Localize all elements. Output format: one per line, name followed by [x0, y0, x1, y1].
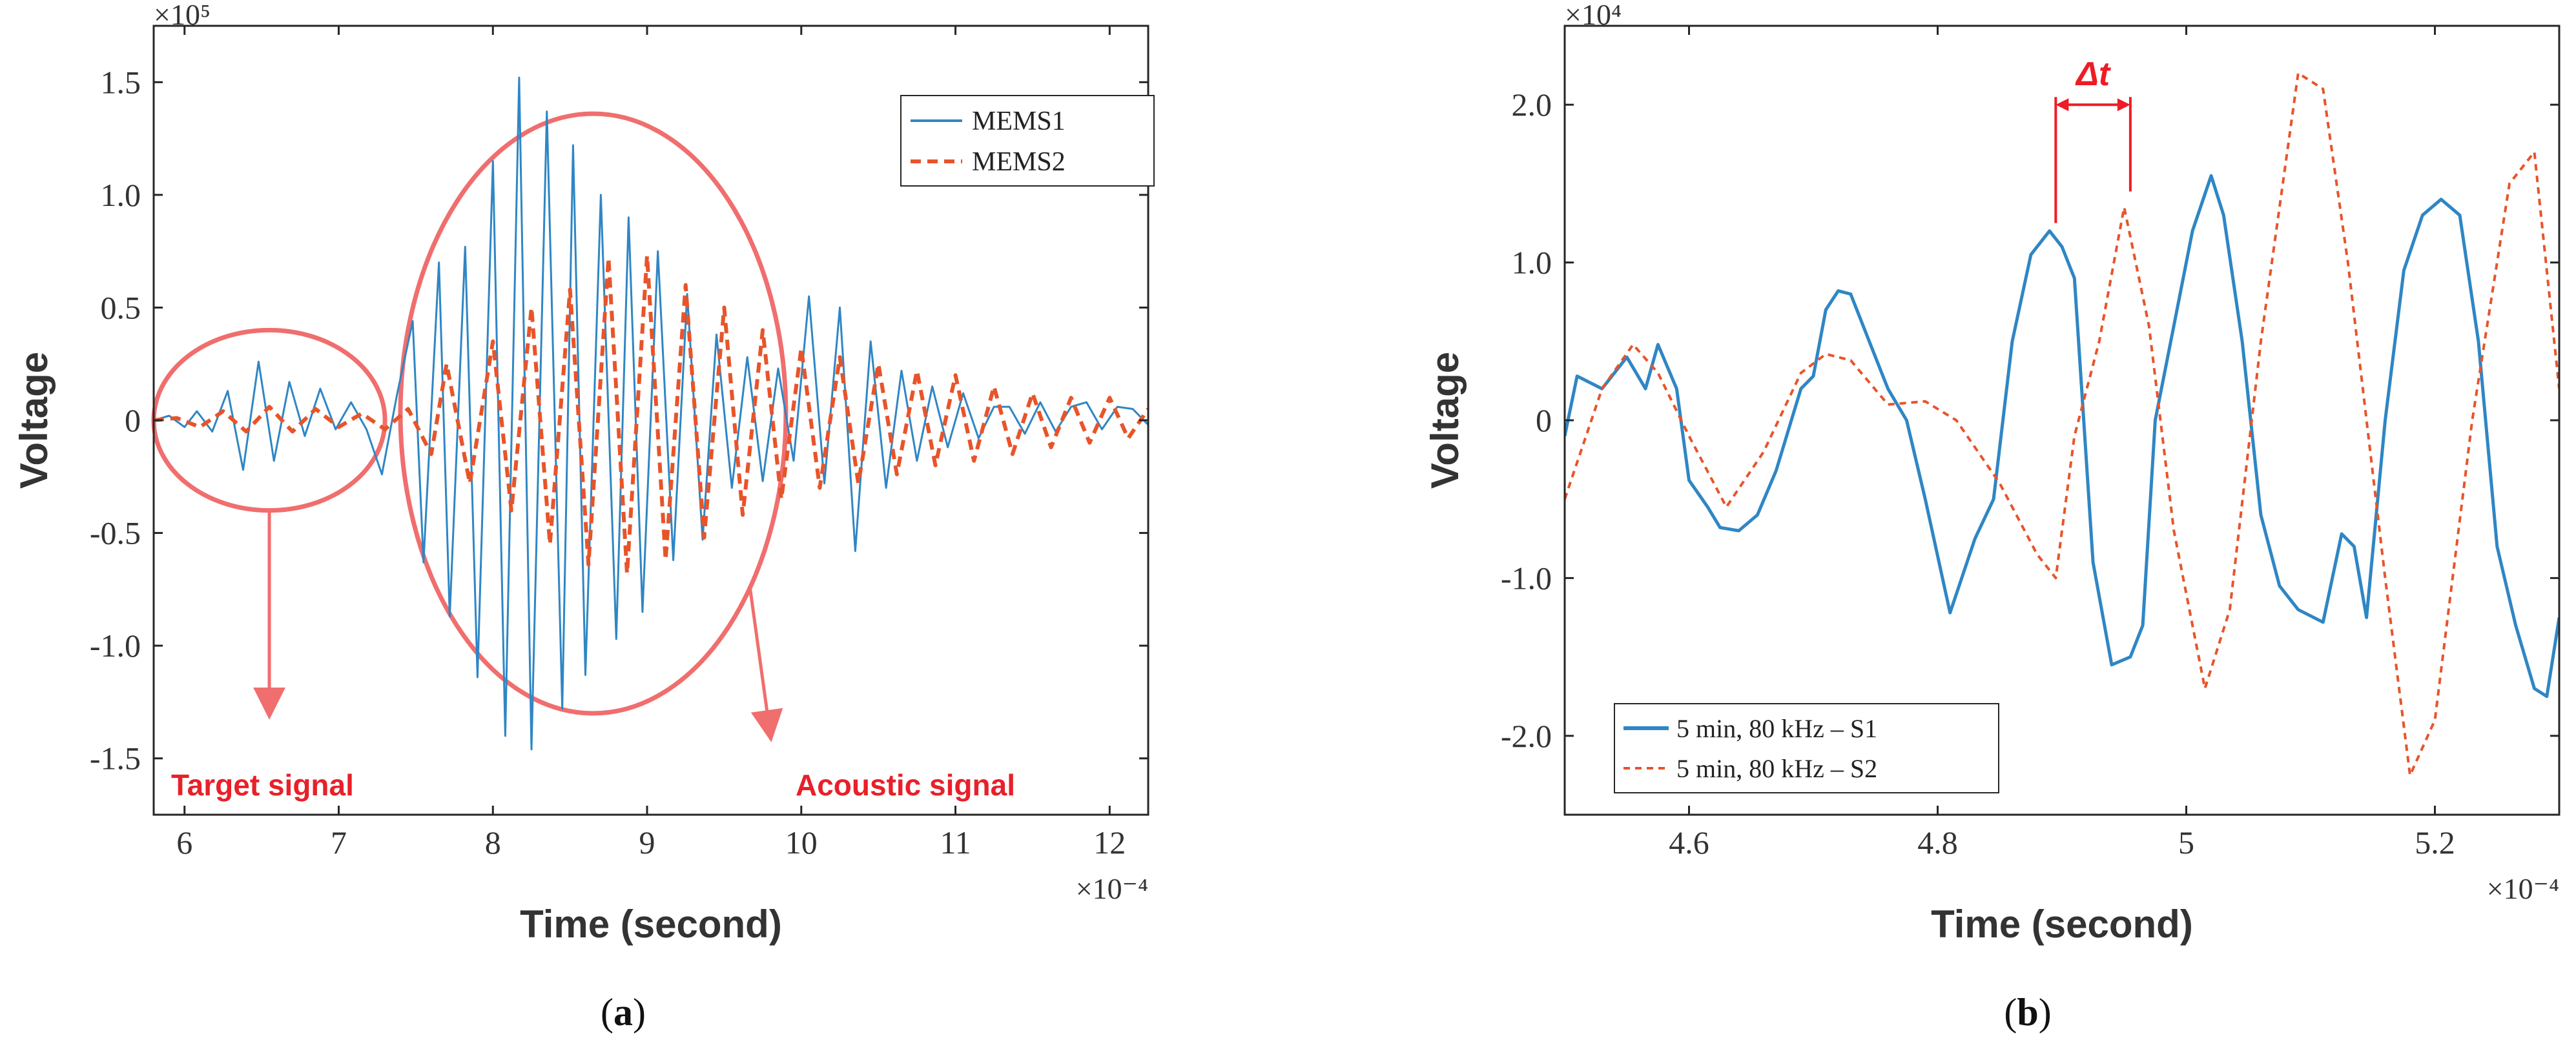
series-line-b-2	[1565, 72, 2559, 777]
legend-label-s1: 5 min, 80 kHz – S1	[1676, 714, 1877, 743]
chart-a: 6 7 8 9 10 11 12 -1.5 -1.0 -0.5 0 0.5 1.0 1.5 ×10⁵ ×1…	[12, 0, 1155, 1034]
legend-a: MEMS1 MEMS2	[900, 95, 1155, 187]
x-tick-label-b: 5.2	[2415, 824, 2455, 861]
x-tick-label-b: 4.8	[1917, 824, 1958, 861]
legend-label-mems2: MEMS2	[972, 147, 1066, 177]
series-line-b-1	[1565, 174, 2559, 699]
y-axis-label-b: Voltage	[1423, 352, 1467, 489]
y-tick-label-a: -1.5	[90, 740, 141, 777]
ticks-a: 6 7 8 9 10 11 12 -1.5 -1.0 -0.5 0 0.5 1.0 1.5	[90, 26, 1148, 861]
y-tick-label-b: 2.0	[1512, 87, 1552, 123]
x-tick-label-a: 9	[639, 824, 655, 861]
y-tick-label-a: -1.0	[90, 628, 141, 664]
x-tick-label-b: 4.6	[1669, 824, 1709, 861]
x-tick-label-a: 8	[485, 824, 501, 861]
y-tick-label-b: -1.0	[1501, 560, 1552, 596]
y-tick-label-b: 1.0	[1512, 245, 1552, 281]
x-multiplier-b: ×10⁻⁴	[2487, 872, 2559, 905]
annotation-arrow-2	[748, 587, 783, 742]
annotation-acoustic-signal: Acoustic signal	[796, 768, 1015, 802]
y-axis-label-a: Voltage	[12, 352, 56, 489]
x-axis-label-a: Time (second)	[520, 903, 782, 946]
y-tick-label-b: -2.0	[1501, 718, 1552, 754]
x-axis-label-b: Time (second)	[1931, 903, 2193, 946]
series-group-a	[154, 76, 1148, 751]
y-tick-label-a: -0.5	[90, 515, 141, 551]
y-tick-label-a: 0.5	[101, 289, 141, 325]
annotation-target-signal: Target signal	[171, 768, 354, 802]
y-tick-label-a: 1.0	[101, 177, 141, 213]
chart-b: 4.6 4.8 5 5.2 -2.0 -1.0 0 1.0 2.0 ×10⁴ ×10⁻⁴ Tim…	[1423, 0, 2561, 1034]
panel-label-a: (a)	[601, 991, 646, 1034]
delta-t-label: Δt	[2075, 56, 2112, 93]
ticks-b: 4.6 4.8 5 5.2 -2.0 -1.0 0 1.0 2.0	[1501, 26, 2559, 861]
x-tick-label-a: 12	[1093, 824, 1126, 861]
x-tick-label-a: 10	[785, 824, 818, 861]
legend-label-s2: 5 min, 80 kHz – S2	[1676, 754, 1877, 783]
annotation-ellipse-1	[151, 327, 387, 513]
x-tick-label-a: 7	[331, 824, 347, 861]
y-tick-label-a: 0	[125, 402, 141, 438]
y-multiplier-a: ×10⁵	[154, 0, 211, 31]
series-line-a-2	[154, 254, 1148, 576]
y-tick-label-b: 0	[1536, 402, 1552, 438]
legend-b: 5 min, 80 kHz – S1 5 min, 80 kHz – S2	[1614, 703, 1999, 793]
y-multiplier-b: ×10⁴	[1565, 0, 1622, 31]
plot-frame-b	[1563, 25, 2561, 816]
x-tick-label-a: 6	[176, 824, 192, 861]
y-tick-label-a: 1.5	[101, 64, 141, 100]
delta-t-arrowhead-left	[2056, 98, 2069, 112]
panel-label-b: (b)	[2004, 991, 2051, 1034]
x-multiplier-a: ×10⁻⁴	[1076, 872, 1148, 905]
delta-t-marker: Δt	[2054, 56, 2132, 223]
x-tick-label-b: 5	[2178, 824, 2194, 861]
legend-label-mems1: MEMS1	[972, 107, 1066, 136]
x-tick-label-a: 11	[940, 824, 971, 861]
annotation-shapes-a	[151, 111, 788, 742]
series-group-b	[1565, 72, 2559, 777]
delta-t-arrowhead-right	[2117, 98, 2130, 112]
